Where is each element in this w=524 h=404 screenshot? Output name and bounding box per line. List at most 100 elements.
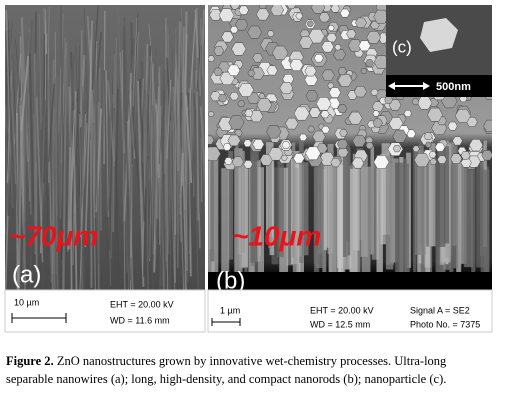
nanowire (163, 103, 167, 174)
nanowire (132, 17, 138, 112)
nanowire (48, 83, 55, 163)
nanorod-top (427, 107, 443, 122)
nanorod (258, 167, 265, 285)
nanowire (50, 65, 58, 275)
nanorod-top (469, 139, 484, 152)
inset-bar (386, 75, 492, 97)
caption-text: ZnO nanostructures grown by innovative w… (57, 354, 447, 368)
info-bar (4, 289, 206, 333)
nanorod-top (313, 53, 324, 63)
wd: WD = 12.5 mm (310, 319, 370, 329)
length-label: ~70μm (9, 220, 98, 251)
nanorod-top (423, 132, 433, 141)
nanowire (80, 30, 83, 112)
nanowire (144, 90, 150, 161)
nanorod-top (266, 125, 282, 139)
nanorod-top (355, 17, 367, 28)
nanowire (184, 95, 193, 183)
nanorod-top (208, 111, 215, 117)
nanorod-top (360, 68, 368, 74)
nanowire (200, 29, 205, 124)
nanorod (221, 168, 230, 284)
nanorod-top (425, 141, 432, 148)
nanorod-top (308, 107, 321, 118)
nanowire (17, 116, 23, 290)
nanorod (292, 167, 299, 274)
nanowire (122, 26, 125, 212)
photo-number: Photo No. = 7375 (410, 319, 480, 329)
nanorod-top (224, 157, 233, 165)
nanorod-top (208, 135, 215, 145)
nanorod-top (337, 73, 353, 87)
nanowire (194, 9, 202, 97)
nanowire (172, 23, 177, 143)
nanowire (68, 53, 75, 148)
nanorod-top (339, 129, 348, 137)
nanowire (190, 87, 194, 178)
nanowire (27, 65, 32, 215)
nanorod (301, 162, 309, 256)
nanorod (228, 151, 234, 260)
nanorod-top (353, 85, 367, 98)
nanorod-top (318, 12, 331, 23)
nanorod (342, 157, 347, 257)
nanorod-top (452, 136, 463, 146)
nanorod-top (307, 125, 315, 133)
nanorod-top (231, 42, 247, 56)
nanorod-top (230, 5, 240, 10)
nanorod-top (279, 82, 294, 95)
nanowire (75, 88, 79, 167)
nanorod-top (208, 146, 221, 161)
nanorod (464, 152, 473, 268)
nanowire (188, 13, 197, 111)
nanorod-top (320, 110, 330, 119)
nanorod-top (252, 53, 263, 63)
scale-label: 1 µm (220, 305, 240, 315)
nanowire (65, 39, 70, 115)
nanorod (313, 161, 319, 265)
nanorod-top (365, 59, 374, 67)
nanorod-top (372, 110, 380, 117)
nanowire (35, 96, 44, 263)
nanowire (41, 121, 44, 290)
nanorod-top (305, 90, 319, 102)
nanowire (72, 95, 80, 253)
nanowire (80, 123, 88, 238)
nanowire (119, 52, 126, 154)
nanowire (99, 68, 102, 231)
nanorod-top (208, 55, 215, 62)
nanorod-top (481, 150, 492, 161)
nanorod (471, 165, 476, 276)
substrate (208, 272, 492, 290)
nanorod-top (392, 144, 402, 153)
nanowire (149, 66, 154, 255)
nanorod (271, 167, 279, 265)
nanorod-top (373, 155, 390, 169)
nanorod-top (392, 129, 408, 143)
nanorod (211, 157, 219, 274)
nanorod-top (428, 151, 437, 159)
nanorod-top (366, 31, 381, 44)
nanorod (324, 152, 330, 248)
nanorod-top (213, 67, 223, 76)
nanowire (103, 70, 110, 273)
nanowire (144, 108, 147, 189)
nanorod-top (227, 64, 241, 77)
nanorod-top (267, 30, 275, 37)
nanorod-top (213, 46, 225, 56)
nanowire (60, 6, 65, 229)
nanorod (337, 164, 342, 281)
nanowire (187, 92, 194, 285)
nanorod (483, 169, 490, 290)
wd: WD = 11.6 mm (110, 315, 170, 325)
inset-scale-label: 500nm (436, 81, 471, 93)
nanorod-top (337, 139, 349, 150)
nanorod-top (227, 134, 241, 147)
scale-label: 10 µm (14, 297, 39, 307)
nanorod-top (295, 12, 304, 20)
nanorod-top (321, 125, 330, 134)
nanowire (113, 36, 118, 162)
nanowire (42, 34, 46, 184)
nanowire (143, 115, 149, 181)
nanorod (316, 150, 323, 254)
